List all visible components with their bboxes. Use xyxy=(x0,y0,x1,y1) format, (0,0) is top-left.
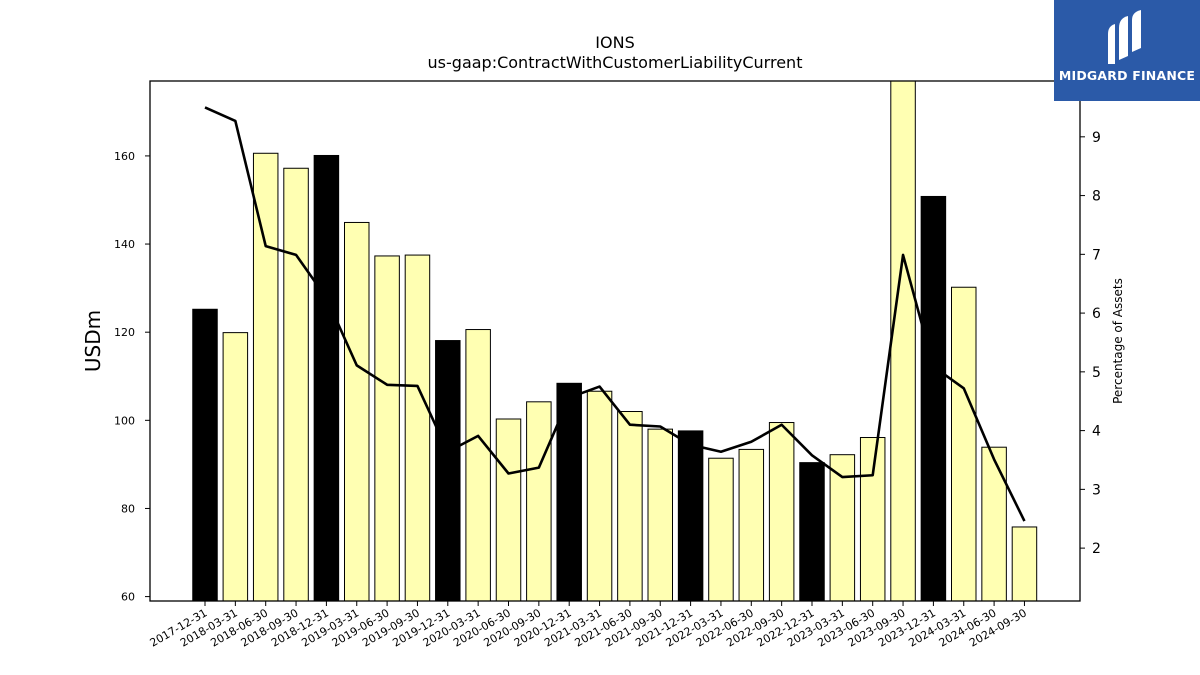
y2-tick-label: 3 xyxy=(1092,482,1101,498)
y-tick-label: 120 xyxy=(114,326,135,339)
y-ticks: 60 80 100 120 140 160 xyxy=(114,150,150,604)
y-axis-label: USDm xyxy=(81,310,105,372)
bar-2020-09-30 xyxy=(526,401,552,602)
logo-mark-icon xyxy=(1108,10,1141,64)
bar-2021-06-30 xyxy=(617,411,643,602)
y2-ticks: 2 3 4 5 6 7 8 9 xyxy=(1080,130,1101,557)
y2-tick-label: 4 xyxy=(1092,424,1101,440)
bar-2024-09-30 xyxy=(1011,526,1038,602)
y-tick-label: 80 xyxy=(121,502,135,515)
y2-tick-label: 8 xyxy=(1092,189,1101,205)
y-tick-label: 140 xyxy=(114,238,135,251)
y2-tick-label: 2 xyxy=(1092,541,1101,557)
bar-2019-06-30 xyxy=(374,255,400,602)
bar-2021-09-30 xyxy=(647,428,673,602)
bar-2021-12-31 xyxy=(677,430,704,602)
y-tick-label: 60 xyxy=(121,591,135,604)
bar-2018-09-30 xyxy=(283,167,309,602)
y2-tick-label: 6 xyxy=(1092,306,1101,322)
bar-2020-06-30 xyxy=(495,418,522,602)
y2-tick-label: 9 xyxy=(1092,130,1101,146)
y-tick-label: 160 xyxy=(114,150,135,163)
line-series xyxy=(204,106,1026,522)
bar-2023-06-30 xyxy=(859,437,886,602)
bar-2017-12-31 xyxy=(192,308,218,602)
axes xyxy=(149,80,1081,602)
bar-2020-03-31 xyxy=(465,329,491,602)
bar-2021-03-31 xyxy=(586,390,613,602)
bar-2022-12-31 xyxy=(799,462,825,602)
y2-tick-label: 7 xyxy=(1092,247,1101,263)
bar-2019-03-31 xyxy=(344,221,370,602)
bar-2019-12-31 xyxy=(435,340,461,602)
y2-axis-label: Percentage of Assets xyxy=(1111,278,1125,404)
plot-frame xyxy=(149,80,1081,602)
bar-2018-03-31 xyxy=(222,332,249,602)
bar-2022-09-30 xyxy=(768,422,795,602)
bar-2022-06-30 xyxy=(738,448,765,602)
y-tick-label: 100 xyxy=(114,414,135,427)
bar-2022-03-31 xyxy=(708,457,734,602)
y2-tick-label: 5 xyxy=(1092,365,1101,381)
bar-2018-12-31 xyxy=(313,154,340,602)
bar-2024-06-30 xyxy=(981,446,1007,602)
bar-2019-09-30 xyxy=(404,254,431,602)
percentage-line xyxy=(204,106,1026,522)
midgard-finance-logo: MIDGARD FINANCE xyxy=(1054,0,1200,101)
bar-2023-12-31 xyxy=(920,195,947,602)
bar-2023-03-31 xyxy=(829,454,856,602)
bar-2024-03-31 xyxy=(951,286,977,602)
chart-subtitle: us-gaap:ContractWithCustomerLiabilityCur… xyxy=(428,53,803,72)
bar-series xyxy=(192,80,1038,602)
logo-text: MIDGARD FINANCE xyxy=(1058,68,1196,83)
chart-title: IONS xyxy=(595,33,634,52)
bar-2023-09-30 xyxy=(890,80,916,602)
bar-2018-06-30 xyxy=(252,152,279,602)
x-ticks: 2017-12-312018-03-312018-06-302018-09-30… xyxy=(148,601,1029,650)
